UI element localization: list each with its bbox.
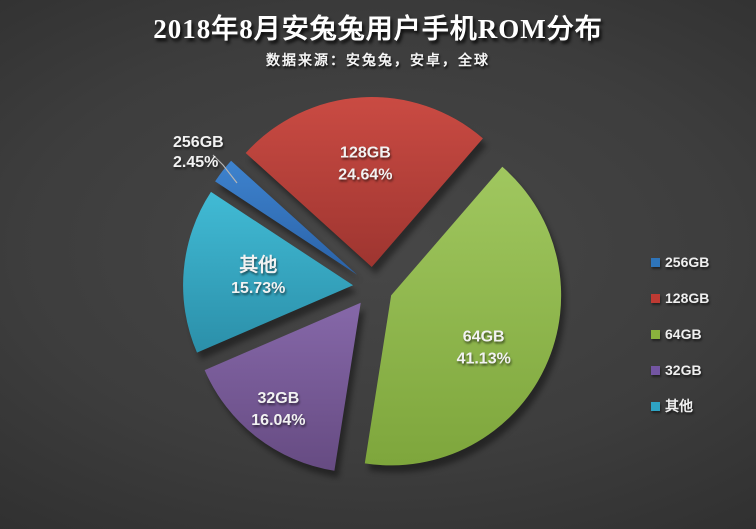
pie-slice-64GB <box>364 166 562 466</box>
pie-slice-其他 <box>183 191 354 353</box>
slice-label-32GB: 32GB <box>258 390 300 407</box>
pie-slice-32GB <box>204 302 361 471</box>
slice-label-128GB: 128GB <box>340 145 391 162</box>
slice-label-其他: 其他 <box>239 253 277 276</box>
legend-item-64GB: 64GB <box>651 326 709 342</box>
legend-item-32GB: 32GB <box>651 362 709 378</box>
slice-pct-64GB: 41.13% <box>457 350 511 367</box>
slice-pct-128GB: 24.64% <box>338 167 392 184</box>
legend-swatch-icon <box>651 365 660 375</box>
legend-label: 64GB <box>665 326 702 342</box>
legend-item-256GB: 256GB <box>651 254 709 270</box>
legend-label: 256GB <box>665 254 710 270</box>
legend-label: 32GB <box>665 362 702 378</box>
legend-label: 其他 <box>665 398 693 414</box>
legend-item-128GB: 128GB <box>651 290 709 306</box>
slice-pct-其他: 15.73% <box>231 280 285 297</box>
slice-pct-256GB: 2.45% <box>173 154 218 171</box>
pie-slice-128GB <box>245 97 483 268</box>
slice-label-64GB: 64GB <box>463 328 505 345</box>
legend-swatch-icon <box>651 257 660 267</box>
legend-swatch-icon <box>651 293 660 303</box>
chart-subtitle: 数据来源：安兔兔，安卓，全球 <box>266 52 490 68</box>
chart-legend: 256GB 128GB 64GB 32GB 其他 <box>651 254 709 434</box>
label-leader-line <box>212 154 238 184</box>
slice-pct-32GB: 16.04% <box>251 412 305 429</box>
legend-item-其他: 其他 <box>651 398 709 414</box>
legend-swatch-icon <box>651 401 660 411</box>
pie-slice-256GB <box>215 160 358 275</box>
slice-label-256GB: 256GB <box>173 134 224 151</box>
chart-title: 2018年8月安兔兔用户手机ROM分布 <box>153 14 603 44</box>
legend-swatch-icon <box>651 329 660 339</box>
legend-label: 128GB <box>665 290 710 306</box>
